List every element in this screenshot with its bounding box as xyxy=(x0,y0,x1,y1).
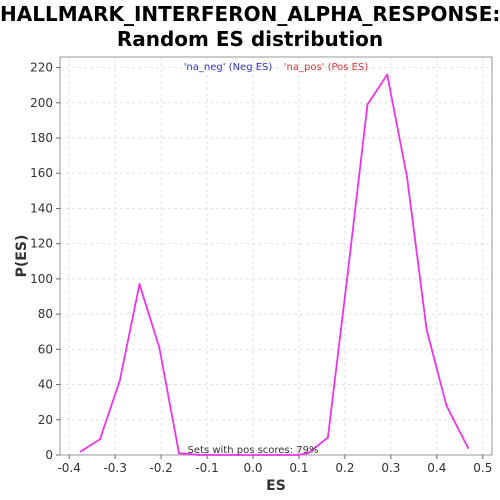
data-point xyxy=(326,436,329,439)
data-point xyxy=(158,346,161,349)
y-tick-label: 0 xyxy=(45,448,53,462)
y-tick-label: 20 xyxy=(38,413,53,427)
data-point xyxy=(425,328,428,331)
x-tick-label: -0.1 xyxy=(195,461,218,475)
y-tick-label: 120 xyxy=(30,237,53,251)
plot-frame xyxy=(59,56,493,456)
x-tick-label: 0.3 xyxy=(381,461,400,475)
data-point xyxy=(346,272,349,275)
chart-title-line2: Random ES distribution xyxy=(116,27,384,51)
x-tick-label: -0.3 xyxy=(103,461,126,475)
data-point xyxy=(197,454,200,456)
x-tick-label: 0.1 xyxy=(289,461,308,475)
y-axis-label: P(ES) xyxy=(14,235,30,278)
data-point xyxy=(366,103,369,106)
x-tick-label: -0.2 xyxy=(149,461,172,475)
y-tick-label: 200 xyxy=(30,96,53,110)
x-tick-label: 0.0 xyxy=(243,461,262,475)
data-point xyxy=(257,454,260,456)
data-point xyxy=(237,454,240,456)
chart-title: HALLMARK_INTERFERON_ALPHA_RESPONSE: Rand… xyxy=(0,2,500,52)
grid xyxy=(60,57,492,456)
data-point xyxy=(79,450,82,453)
chart-title-line1: HALLMARK_INTERFERON_ALPHA_RESPONSE: xyxy=(0,2,500,26)
data-point xyxy=(307,452,310,455)
legend-neg-es: 'na_neg' (Neg ES) xyxy=(184,62,273,73)
y-tick-label: 100 xyxy=(30,272,53,286)
y-tick-label: 140 xyxy=(30,201,53,215)
y-tick-label: 160 xyxy=(30,166,53,180)
data-point xyxy=(386,73,389,76)
es-distribution-line xyxy=(80,73,469,456)
y-tick-label: 60 xyxy=(38,342,53,356)
data-point xyxy=(467,446,470,449)
y-tick-label: 40 xyxy=(38,378,53,392)
y-tick-label: 220 xyxy=(30,61,53,75)
x-axis-label: ES xyxy=(266,478,286,494)
y-tick-label: 80 xyxy=(38,307,53,321)
data-point xyxy=(276,454,279,456)
data-point xyxy=(178,452,181,455)
x-tick-label: -0.4 xyxy=(57,461,80,475)
data-point xyxy=(118,380,121,383)
y-tick-label: 180 xyxy=(30,131,53,145)
legend-pos-es: 'na_pos' (Pos ES) xyxy=(284,62,369,73)
data-point xyxy=(445,404,448,407)
data-point xyxy=(296,454,299,456)
axis-ticks: -0.4 -0.3 -0.2 -0.1 0.0 0.1 0.2 0.3 0.4 0.5 0 20 40 6… xyxy=(30,61,492,475)
x-tick-label: 0.2 xyxy=(335,461,354,475)
pos-scores-annotation: Sets with pos scores: 79% xyxy=(188,445,319,456)
data-point xyxy=(217,454,220,456)
data-point xyxy=(138,283,141,286)
data-point xyxy=(405,175,408,178)
series-layer xyxy=(79,73,470,456)
x-tick-label: 0.5 xyxy=(473,461,492,475)
x-tick-label: 0.4 xyxy=(427,461,446,475)
data-point xyxy=(98,438,101,441)
